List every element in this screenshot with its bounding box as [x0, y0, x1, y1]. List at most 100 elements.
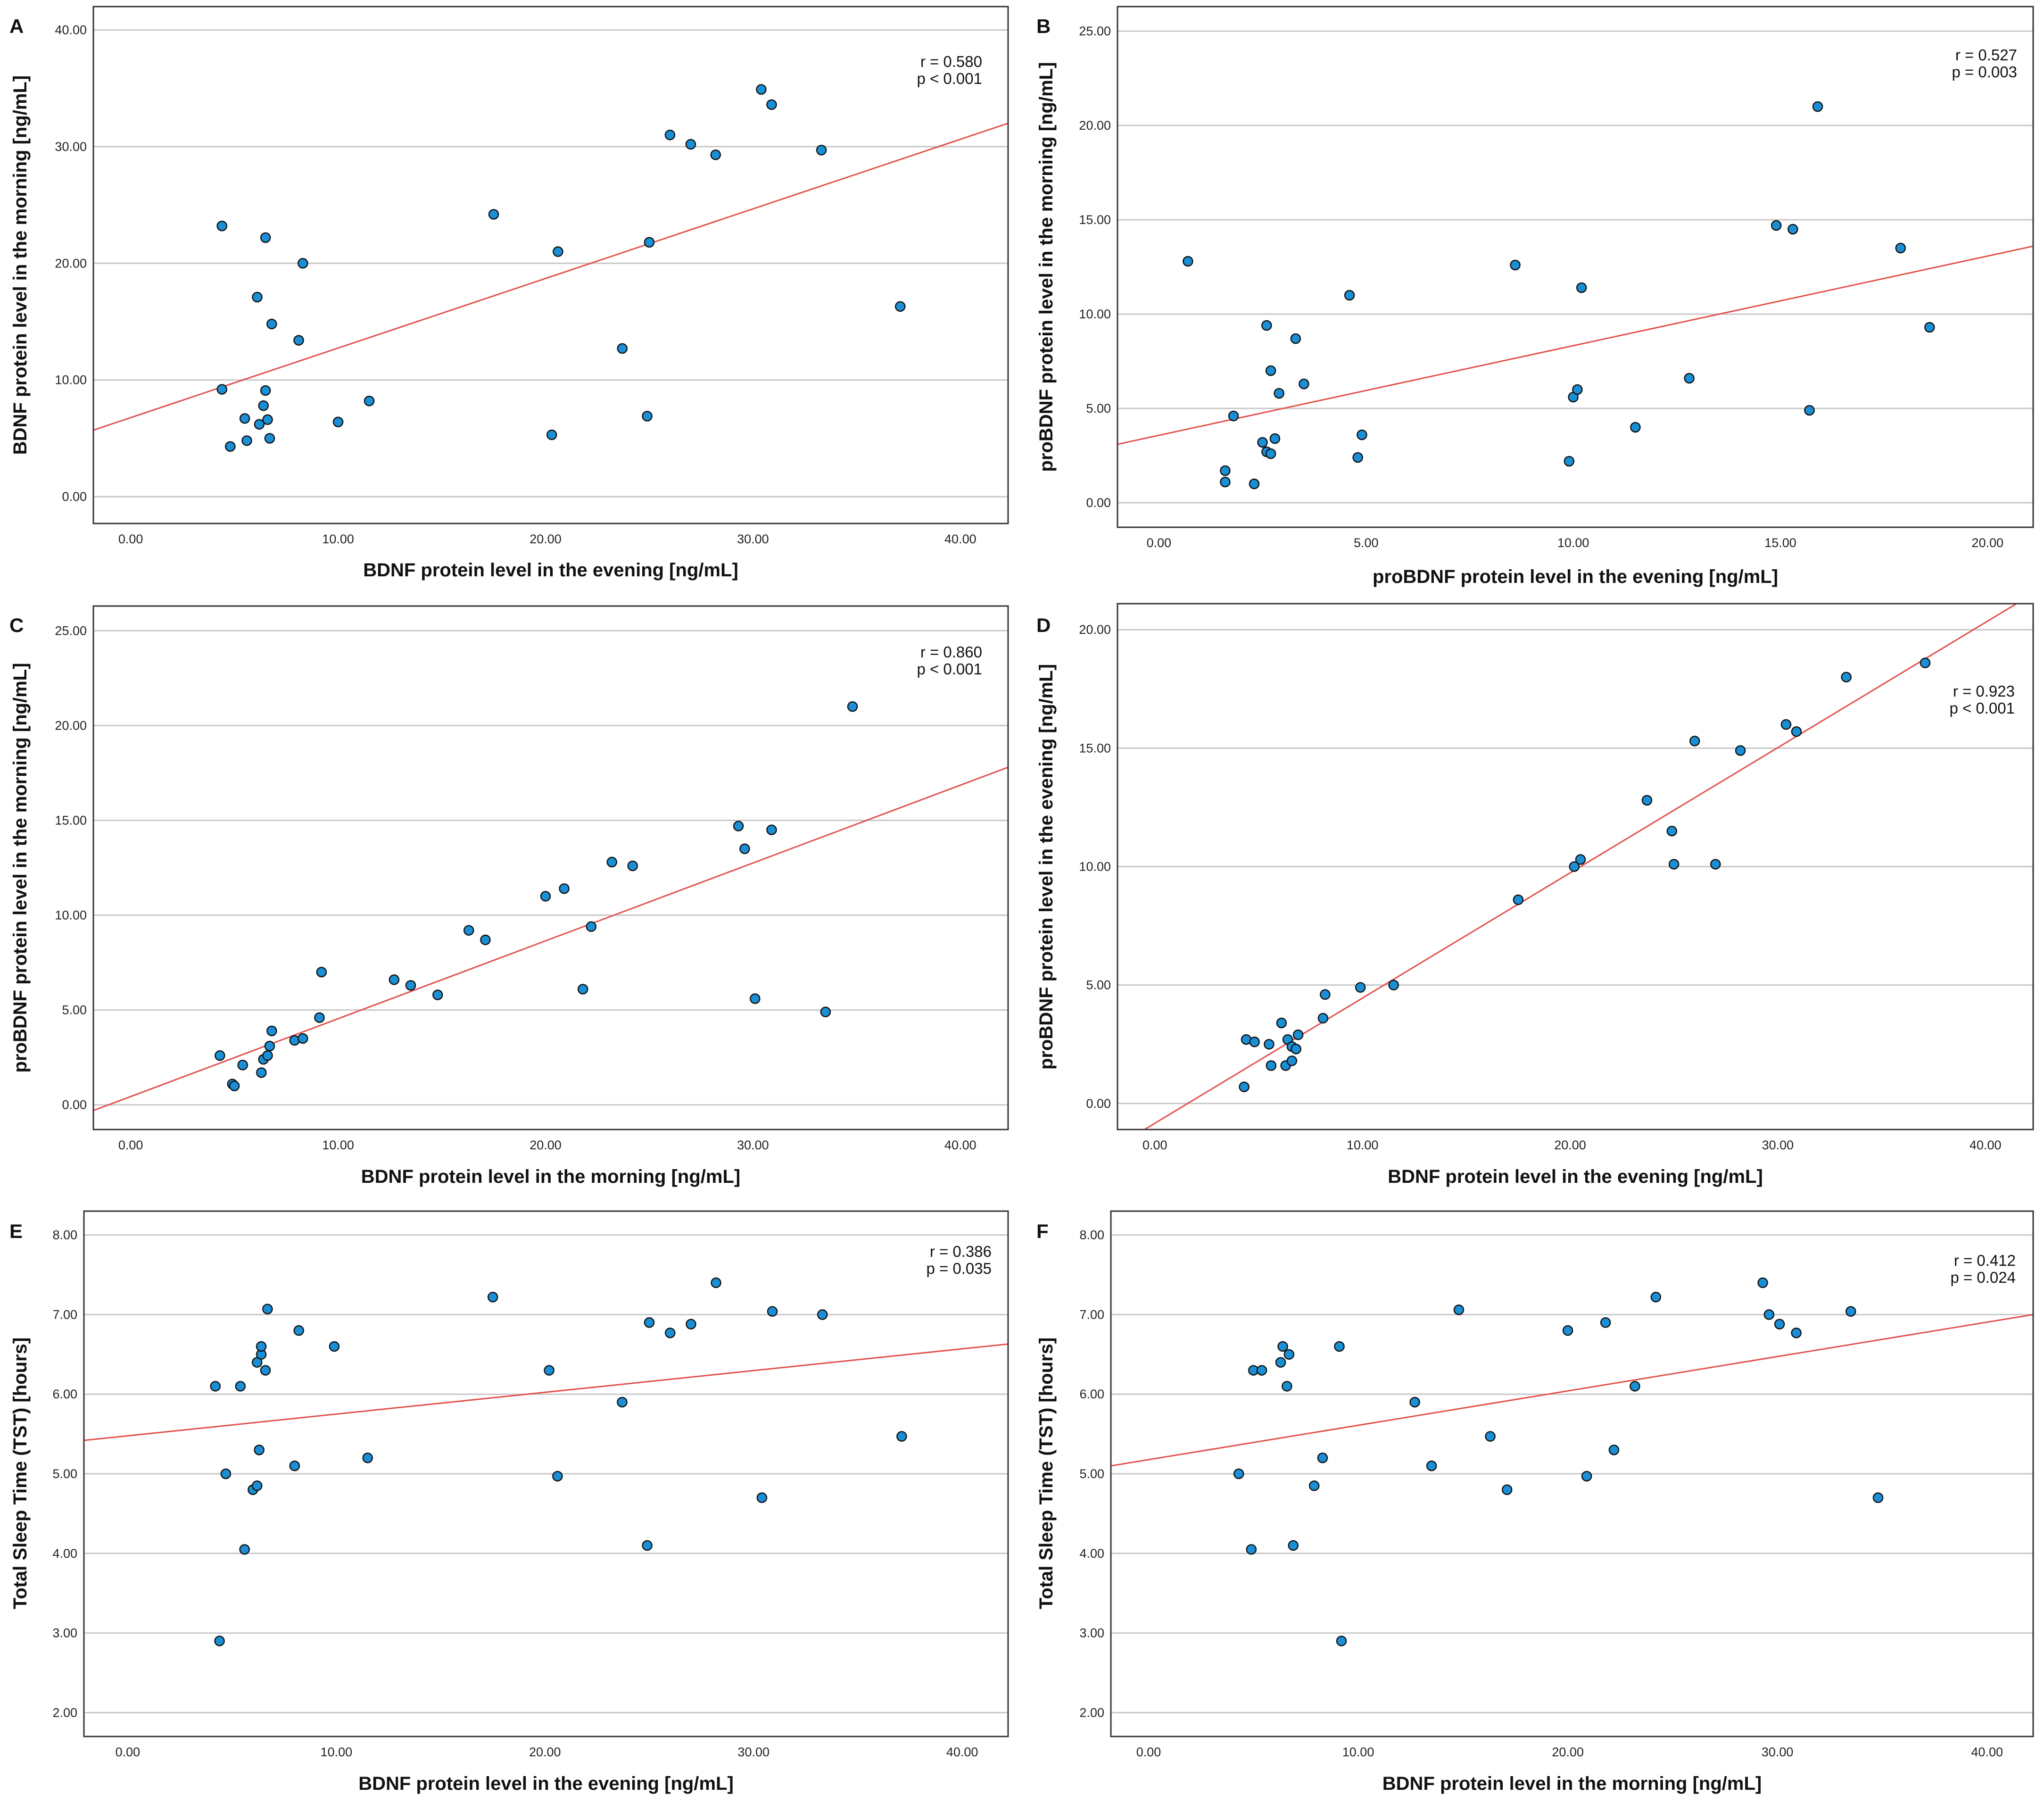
p-value: p < 0.001: [917, 70, 982, 87]
data-point: [1564, 456, 1575, 467]
data-point: [1275, 1357, 1286, 1368]
data-point: [820, 1006, 831, 1017]
x-tick-label: 5.00: [1354, 536, 1379, 550]
data-point: [1291, 1043, 1301, 1055]
data-point: [1388, 980, 1399, 990]
data-point: [1336, 1636, 1347, 1646]
data-point: [1666, 825, 1678, 837]
data-point: [1513, 894, 1524, 906]
data-point: [1220, 465, 1231, 476]
data-point: [1265, 448, 1276, 459]
data-point: [1757, 1277, 1768, 1288]
x-tick-label: 30.00: [737, 1138, 769, 1152]
data-point: [1600, 1317, 1611, 1328]
data-point: [235, 1381, 246, 1392]
data-point: [1233, 1468, 1244, 1479]
regression-line: [1111, 1313, 2033, 1467]
y-tick-label: 3.00: [52, 1626, 77, 1640]
y-tick-label: 5.00: [1086, 401, 1111, 415]
plot-area: 0.00 5.00 10.00 15.00 20.00 25.00 0.00 10.00 20.…: [55, 623, 1008, 1152]
data-point: [606, 856, 618, 868]
data-point: [1290, 333, 1301, 344]
y-tick-label: 25.00: [1079, 24, 1111, 38]
plot-frame: [92, 605, 1009, 1130]
y-tick-label: 5.00: [62, 1003, 87, 1017]
data-point: [739, 843, 750, 855]
panel-d: D 0.00 5.00 10.00 15.00 20.00 0.00 10.00 20.00 3…: [1036, 603, 2034, 1187]
x-axis-label: BDNF protein level in the evening [ng/mL…: [1388, 1166, 1763, 1187]
data-point: [1308, 1480, 1320, 1491]
panel-label: D: [1036, 614, 1051, 636]
data-point: [1787, 224, 1798, 235]
data-point: [293, 335, 304, 346]
data-point: [817, 1309, 828, 1320]
data-point: [1641, 795, 1653, 806]
data-point: [1239, 1081, 1250, 1092]
data-point: [1774, 1319, 1785, 1329]
x-axis-label: proBDNF protein level in the evening [ng…: [1373, 566, 1778, 587]
data-point: [552, 1471, 563, 1482]
data-point: [480, 934, 491, 946]
data-point: [260, 1365, 271, 1376]
data-point: [1780, 719, 1792, 730]
correlation-r: r = 0.580: [920, 53, 982, 70]
data-point: [1228, 410, 1239, 422]
regression-line: [93, 766, 1008, 1112]
data-point: [405, 980, 416, 991]
data-point: [1581, 1471, 1592, 1482]
data-point: [1453, 1304, 1465, 1315]
data-point: [1317, 1013, 1329, 1024]
y-tick-label: 8.00: [1079, 1228, 1104, 1242]
data-point: [766, 824, 777, 835]
data-point: [1485, 1431, 1496, 1442]
panel-label: C: [9, 614, 24, 636]
data-point: [225, 441, 236, 452]
x-tick-label: 40.00: [1970, 1138, 2002, 1152]
data-point: [239, 413, 250, 424]
data-point: [1320, 989, 1331, 1000]
panel-label: E: [9, 1220, 23, 1242]
x-tick-label: 30.00: [1762, 1138, 1794, 1152]
data-point: [463, 925, 474, 936]
panel-label: B: [1036, 15, 1051, 37]
y-tick-label: 10.00: [1079, 860, 1111, 874]
data-point: [1763, 1309, 1775, 1320]
y-axis-label: proBDNF protein level in the morning [ng…: [10, 663, 31, 1073]
x-tick-label: 20.00: [1554, 1138, 1586, 1152]
x-axis-label: BDNF protein level in the evening [ng/mL…: [363, 560, 738, 581]
x-tick-label: 10.00: [1557, 536, 1589, 550]
correlation-r: r = 0.860: [920, 643, 982, 661]
data-point: [1257, 437, 1268, 448]
y-tick-label: 20.00: [55, 718, 87, 732]
y-tick-label: 15.00: [1079, 741, 1111, 755]
data-point: [1266, 1060, 1277, 1071]
y-axis-label: Total Sleep Time (TST) [hours]: [1036, 1338, 1057, 1609]
data-point: [1630, 1381, 1640, 1392]
x-tick-label: 0.00: [118, 532, 143, 546]
panel-f: F 2.003.004.005.006.007.008.000.00 10.00 2…: [1036, 1210, 2034, 1794]
y-tick-label: 7.00: [1079, 1307, 1104, 1321]
x-tick-label: 20.00: [1552, 1745, 1584, 1759]
data-point: [266, 1025, 277, 1037]
data-point: [298, 258, 308, 269]
x-tick-label: 0.00: [118, 1138, 143, 1152]
x-tick-label: 20.00: [530, 1138, 562, 1152]
x-tick-label: 10.00: [321, 1745, 353, 1759]
data-point: [664, 129, 676, 141]
y-axis-label: proBDNF protein level in the morning [ng…: [1036, 62, 1057, 472]
x-tick-label: 0.00: [1147, 536, 1172, 550]
data-point: [487, 1292, 498, 1303]
data-point: [711, 1277, 721, 1288]
data-point: [1277, 1341, 1288, 1352]
x-tick-label: 0.00: [1142, 1138, 1167, 1152]
correlation-r: r = 0.527: [1955, 46, 2017, 64]
y-axis-label: Total Sleep Time (TST) [hours]: [10, 1338, 31, 1609]
data-point: [627, 860, 638, 872]
y-tick-label: 20.00: [1079, 623, 1111, 637]
data-point: [332, 416, 344, 428]
data-point: [665, 1327, 676, 1338]
y-tick-label: 5.00: [1086, 978, 1111, 992]
data-point: [1562, 1325, 1573, 1336]
data-point: [896, 1431, 907, 1442]
